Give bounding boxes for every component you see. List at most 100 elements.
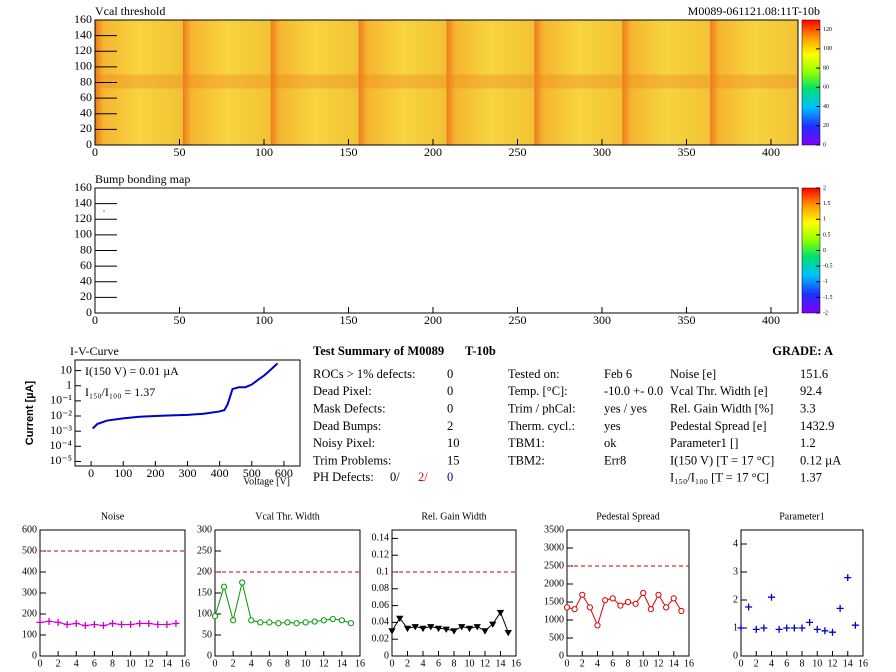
y-tick-label: 50 — [202, 629, 212, 640]
y-tick-label: 160 — [74, 12, 92, 26]
y-tick-label: 200 — [22, 608, 37, 619]
x-tick-label: 2 — [405, 658, 410, 669]
x-tick-label: 16 — [858, 658, 868, 669]
summary-label: Dead Bumps: — [313, 419, 381, 433]
y-tick-label: 10⁻³ — [50, 423, 72, 437]
marker — [624, 598, 632, 606]
roc-map — [622, 20, 711, 83]
marker — [647, 606, 654, 613]
roc-map — [534, 20, 623, 83]
summary-label: Vcal Thr. Width [e] — [670, 384, 768, 398]
roc-map — [182, 82, 272, 146]
data-line — [91, 362, 279, 430]
z-tick-label: 1.5 — [823, 201, 831, 207]
x-tick-label: 200 — [424, 145, 442, 159]
x-tick-label: 150 — [339, 313, 357, 327]
marker — [632, 600, 639, 607]
summary-value: 0 — [447, 367, 453, 381]
color-bar — [801, 19, 821, 146]
marker — [329, 615, 336, 623]
x-tick-label: 14 — [496, 658, 506, 669]
marker — [640, 589, 647, 597]
marker — [752, 625, 760, 633]
x-tick-label: 8 — [626, 658, 631, 669]
y-tick-label: 2500 — [544, 560, 564, 571]
y-tick-label: 10⁻² — [50, 408, 72, 422]
y-tick-label: 1 — [733, 622, 738, 633]
marker — [338, 617, 345, 624]
x-tick-label: 50 — [173, 313, 185, 327]
x-tick-label: 0 — [565, 658, 570, 669]
roc-map — [446, 20, 535, 83]
x-tick-label: 16 — [684, 658, 694, 669]
y-tick-label: 0.04 — [372, 617, 390, 628]
x-tick-label: 0 — [92, 313, 98, 327]
x-tick-label: 12 — [480, 658, 490, 669]
marker — [851, 621, 859, 629]
summary-label: Noise [e] — [670, 367, 716, 381]
marker — [489, 621, 497, 628]
summary-value: 92.4 — [800, 384, 823, 398]
x-tick-label: 8 — [452, 658, 457, 669]
x-tick-label: 2 — [231, 658, 236, 669]
y-tick-label: 0 — [32, 650, 37, 661]
marker — [172, 619, 180, 627]
x-tick-label: 250 — [508, 145, 526, 159]
y-tick-label: 1500 — [544, 596, 564, 607]
x-tick-label: 300 — [593, 313, 611, 327]
z-tick-label: 120 — [823, 27, 832, 33]
y-tick-label: 60 — [80, 258, 92, 272]
marker — [72, 619, 80, 627]
x-tick-label: 100 — [114, 466, 132, 480]
roc-map — [710, 20, 799, 83]
x-tick-label: 8 — [285, 658, 290, 669]
chart: Vcal Thr. Width 0 2 4 6 8 10 12 14 16 0 50 100 150 200… — [197, 511, 365, 669]
x-tick-label: 6 — [610, 658, 615, 669]
x-tick-label: 200 — [146, 466, 164, 480]
module-type: T-10b — [465, 344, 496, 358]
x-tick-label: 400 — [211, 466, 229, 480]
summary-value: Feb 6 — [604, 367, 632, 381]
marker — [81, 622, 89, 630]
marker — [320, 617, 327, 624]
roc-map — [270, 20, 360, 83]
summary-value: 15 — [447, 453, 460, 467]
chart-title: Vcal threshold — [95, 4, 165, 18]
data-line — [391, 611, 509, 633]
plot-frame — [391, 529, 517, 657]
data-line — [214, 582, 352, 624]
marker — [239, 579, 246, 586]
marker — [136, 619, 144, 627]
x-tick-label: 4 — [421, 658, 426, 669]
marker — [230, 617, 237, 624]
marker — [768, 593, 775, 601]
marker — [109, 619, 116, 627]
x-tick-label: 2 — [580, 658, 585, 669]
x-tick-label: 12 — [319, 658, 329, 669]
marker — [257, 619, 264, 626]
marker — [45, 617, 53, 625]
x-tick-label: 0 — [38, 658, 43, 669]
x-tick-label: 4 — [595, 658, 600, 669]
marker — [90, 621, 98, 628]
plot-frame — [566, 529, 690, 657]
x-tick-label: 50 — [173, 145, 185, 159]
x-tick-label: 100 — [255, 145, 273, 159]
y-tick-label: 0.1 — [377, 566, 390, 577]
roc-map — [622, 82, 711, 146]
x-tick-label: 14 — [669, 658, 679, 669]
x-tick-label: 0 — [92, 145, 98, 159]
y-tick-label: 10 — [60, 362, 72, 376]
summary-value: 2/ — [418, 470, 428, 484]
y-tick-label: 0 — [384, 650, 389, 661]
y-tick-label: 0 — [207, 650, 212, 661]
x-tick-label: 0 — [390, 658, 395, 669]
grade: GRADE: A — [772, 344, 833, 358]
summary-label: TBM1: — [508, 436, 545, 450]
y-tick-label: 100 — [197, 608, 212, 619]
